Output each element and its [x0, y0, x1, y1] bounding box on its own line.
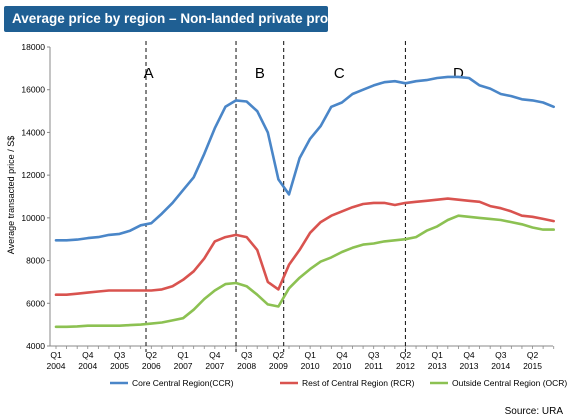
x-tick-label: Q1 [304, 350, 316, 360]
x-tick-label: 2006 [142, 361, 161, 371]
x-tick-label: Q3 [114, 350, 126, 360]
x-tick-label: Q2 [527, 350, 539, 360]
x-tick-label: 2015 [523, 361, 542, 371]
x-tick-label: 2013 [428, 361, 447, 371]
series-lines [54, 75, 556, 329]
region-labels: A B C D [144, 65, 464, 82]
x-axis: Q12004Q42004Q32005Q22006Q12007Q42007Q320… [47, 346, 555, 371]
x-tick-label: Q4 [209, 350, 221, 360]
x-tick-label: Q1 [177, 350, 189, 360]
region-label-c: C [334, 65, 345, 82]
y-tick-label: 16000 [21, 85, 45, 95]
x-tick-label: 2009 [269, 361, 288, 371]
x-tick-label: Q4 [463, 350, 475, 360]
region-label-b: B [255, 65, 265, 82]
series-line-3 [54, 214, 556, 329]
x-tick-label: 2007 [205, 361, 224, 371]
x-tick-label: 2010 [332, 361, 351, 371]
x-tick-label: 2007 [174, 361, 193, 371]
x-tick-label: 2005 [110, 361, 129, 371]
series-line-2 [54, 197, 556, 297]
x-tick-label: Q2 [273, 350, 285, 360]
legend-label: Core Central Region(CCR) [132, 378, 234, 388]
x-tick-label: 2011 [365, 361, 384, 371]
x-tick-label: 2010 [301, 361, 320, 371]
x-tick-label: Q2 [400, 350, 412, 360]
x-tick-label: Q1 [432, 350, 444, 360]
x-tick-label: 2013 [460, 361, 479, 371]
y-tick-label: 8000 [26, 256, 45, 266]
y-tick-label: 18000 [21, 42, 45, 52]
region-label-a: A [144, 65, 154, 82]
y-axis: 4000 6000 8000 10000 12000 14000 16000 18000 [21, 42, 50, 351]
x-tick-label: Q3 [368, 350, 380, 360]
x-tick-label: Q4 [82, 350, 94, 360]
region-label-d: D [453, 65, 464, 82]
legend-label: Rest of Central Region (RCR) [302, 378, 415, 388]
x-tick-label: 2008 [237, 361, 256, 371]
y-tick-label: 4000 [26, 341, 45, 351]
title-banner: Average price by region – Non-landed pri… [4, 6, 361, 32]
x-tick-label: Q3 [495, 350, 507, 360]
x-tick-label: Q2 [146, 350, 158, 360]
x-tick-label: 2014 [491, 361, 510, 371]
x-tick-label: Q1 [50, 350, 62, 360]
chart-title: Average price by region – Non-landed pri… [12, 11, 362, 26]
x-tick-label: Q3 [241, 350, 253, 360]
y-tick-label: 14000 [21, 127, 45, 137]
plot-frame [49, 47, 553, 347]
legend-label: Outside Central Region (OCR) [452, 378, 567, 388]
x-tick-label: 2004 [47, 361, 66, 371]
y-axis-title: Average transacted price / S$ [6, 136, 16, 254]
region-dividers [145, 41, 407, 352]
series-line-1 [54, 75, 556, 242]
x-tick-label: 2012 [396, 361, 415, 371]
x-tick-label: Q4 [336, 350, 348, 360]
y-tick-label: 12000 [21, 170, 45, 180]
source-note: Source: URA [505, 406, 564, 417]
y-tick-label: 10000 [21, 213, 45, 223]
legend: Core Central Region(CCR) Rest of Central … [110, 378, 567, 388]
y-tick-label: 6000 [26, 298, 45, 308]
x-tick-label: 2004 [78, 361, 97, 371]
